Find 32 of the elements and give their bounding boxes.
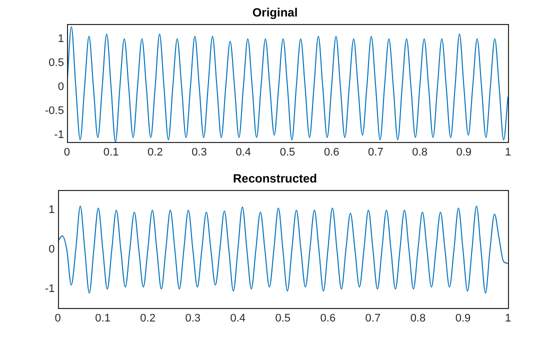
x-tick-label: 0.7 xyxy=(365,312,381,324)
x-tick-label: 0.6 xyxy=(320,312,336,324)
line-series xyxy=(66,26,508,143)
y-tick-label: 0 xyxy=(58,81,64,93)
x-tick-label: 0.5 xyxy=(275,312,291,324)
x-tick-label: 0.9 xyxy=(456,146,472,158)
y-tick-label: -1 xyxy=(45,283,55,296)
x-tick-label: 1 xyxy=(504,312,512,324)
x-tick-label: 1 xyxy=(504,146,512,158)
x-tick-label: 0.8 xyxy=(412,146,428,158)
x-tick-label: 0.9 xyxy=(455,312,471,324)
x-tick-label: 0.1 xyxy=(95,312,110,324)
chart-title: Reconstructed xyxy=(232,172,318,186)
chart-title: Original xyxy=(252,6,298,20)
x-tick-label: 0.4 xyxy=(236,146,252,158)
line-series xyxy=(58,206,508,294)
x-tick-label: 0.2 xyxy=(140,312,156,324)
y-tick-label: 1 xyxy=(48,204,55,216)
x-tick-label: 0.1 xyxy=(103,146,119,158)
x-tick-label: 0.2 xyxy=(148,146,163,158)
x-tick-label: 0.8 xyxy=(410,312,426,324)
x-tick-label: 0.5 xyxy=(280,146,296,158)
x-tick-label: 0.3 xyxy=(185,312,200,324)
x-tick-label: 0.7 xyxy=(368,146,384,158)
y-tick-label: 1 xyxy=(58,32,64,45)
y-tick-label: -0.5 xyxy=(44,105,64,118)
y-tick-label: -1 xyxy=(54,129,64,142)
x-tick-label: 0.4 xyxy=(230,312,246,324)
x-tick-label: 0.6 xyxy=(324,146,340,158)
x-tick-label: 0.3 xyxy=(192,146,207,158)
y-tick-label: 0.5 xyxy=(48,56,64,69)
y-tick-label: 0 xyxy=(48,244,55,256)
